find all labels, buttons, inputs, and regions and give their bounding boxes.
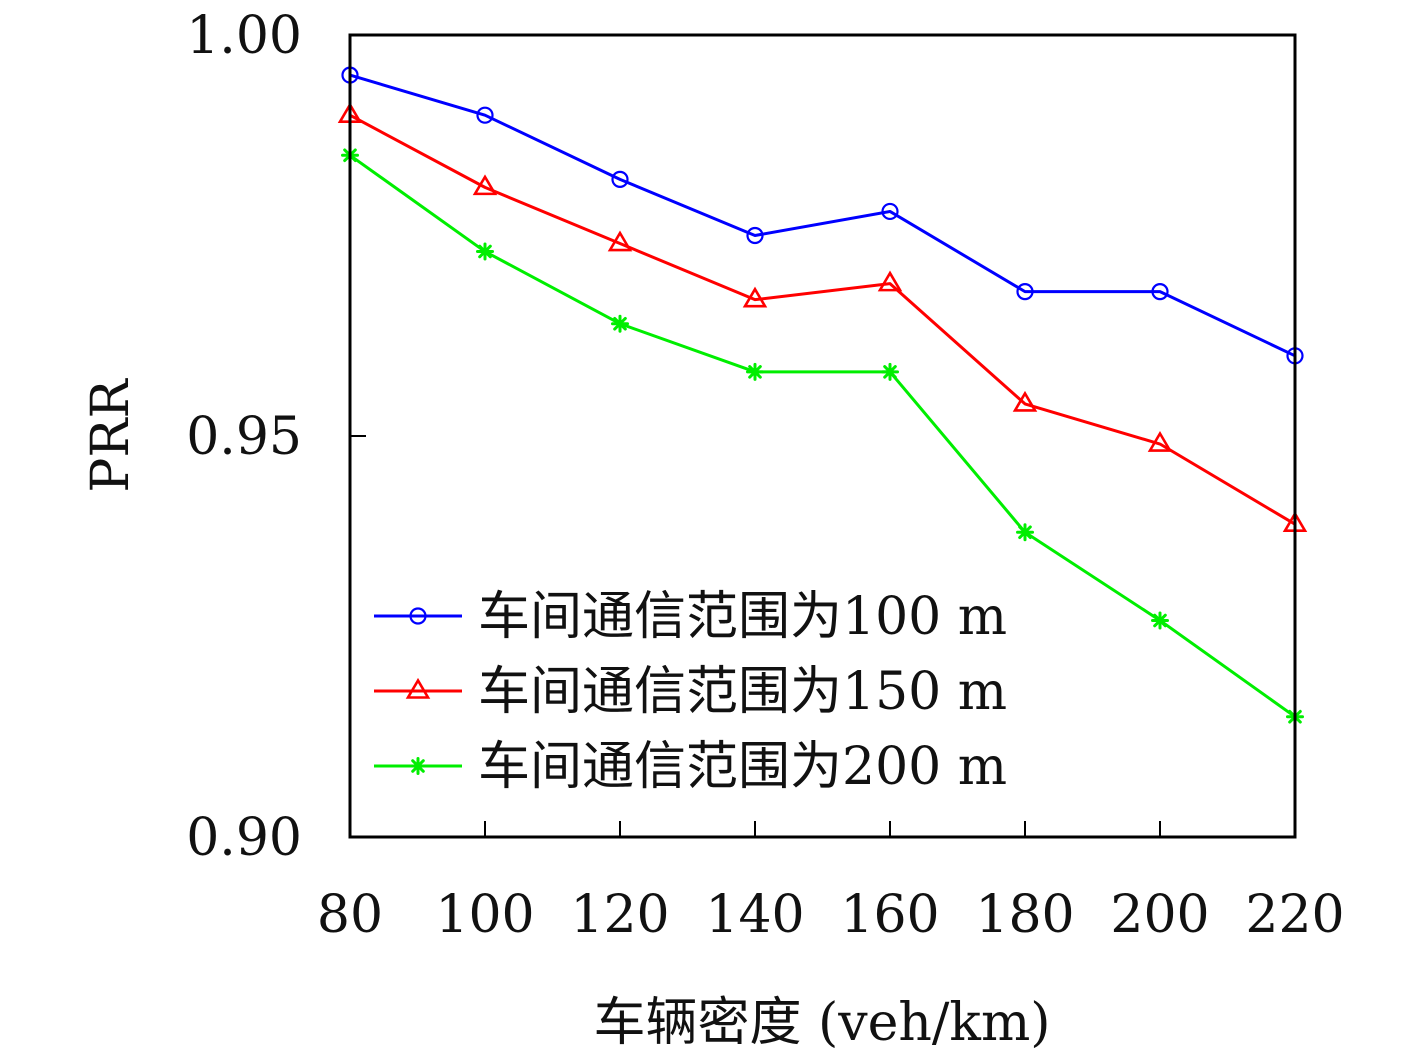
data-point-marker xyxy=(746,362,764,381)
x-tick-label: 120 xyxy=(570,885,669,945)
x-tick-label: 100 xyxy=(435,885,534,945)
data-point-marker xyxy=(476,106,494,124)
data-point-marker xyxy=(746,226,764,245)
data-point-marker xyxy=(607,230,633,252)
x-axis-title: 车辆密度 (veh/km) xyxy=(593,993,1050,1053)
data-point-marker xyxy=(1016,523,1034,542)
data-point-marker xyxy=(1012,390,1038,412)
x-tick-label: 80 xyxy=(317,885,383,945)
x-tick-label: 200 xyxy=(1110,885,1209,945)
data-point-marker xyxy=(877,270,903,292)
legend-marker xyxy=(409,607,427,625)
legend-entry: 车间通信范围为100 m xyxy=(374,587,1007,647)
data-point-marker xyxy=(611,314,629,333)
x-tick-label: 140 xyxy=(705,885,804,945)
legend-marker xyxy=(405,677,431,699)
data-point-marker xyxy=(1016,283,1034,301)
x-tick-label: 220 xyxy=(1245,885,1344,945)
series-layer xyxy=(337,66,1308,726)
series-2 xyxy=(337,102,1308,533)
series-line xyxy=(349,73,1296,358)
data-point-marker xyxy=(476,242,494,261)
data-point-marker xyxy=(1151,283,1169,301)
data-point-marker xyxy=(1147,430,1173,452)
legend-label: 车间通信范围为200 m xyxy=(478,737,1007,797)
y-tick-label: 1.00 xyxy=(186,6,302,66)
series-3 xyxy=(341,146,1304,726)
legend-label: 车间通信范围为150 m xyxy=(478,662,1007,722)
data-point-marker xyxy=(1151,611,1169,630)
tick-labels: 80 100 120 140 160 180 200 220 0.90 0.95 1.00 xyxy=(186,6,1344,945)
data-point-marker xyxy=(881,362,899,381)
series-line xyxy=(349,113,1296,526)
x-tick-label: 180 xyxy=(975,885,1074,945)
y-tick-label: 0.95 xyxy=(186,407,302,467)
legend: 车间通信范围为100 m 车间通信范围为150 m 车间通信范围为200 m xyxy=(374,587,1007,797)
data-point-marker xyxy=(742,286,768,308)
legend-entry: 车间通信范围为150 m xyxy=(374,662,1007,722)
series-1 xyxy=(341,66,1304,365)
legend-marker xyxy=(409,757,427,775)
y-axis-title: PRR xyxy=(81,378,141,493)
legend-entry: 车间通信范围为200 m xyxy=(374,737,1007,797)
data-point-marker xyxy=(611,170,629,188)
data-point-marker xyxy=(881,202,899,221)
plot-frame xyxy=(348,33,1297,839)
series-line xyxy=(349,154,1296,718)
data-point-marker xyxy=(472,174,498,196)
y-tick-label: 0.90 xyxy=(186,808,302,868)
legend-label: 车间通信范围为100 m xyxy=(478,587,1007,647)
x-tick-label: 160 xyxy=(840,885,939,945)
